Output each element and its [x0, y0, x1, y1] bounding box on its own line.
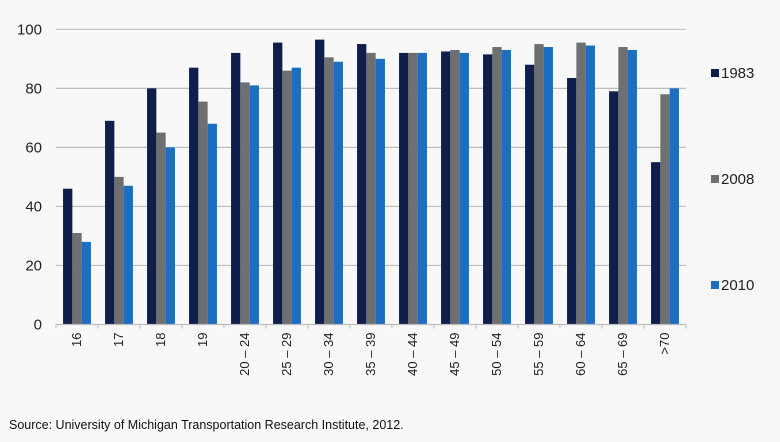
bar-2010-13 [627, 49, 637, 325]
x-tick-label: 17 [111, 333, 126, 347]
bar-2008-3 [198, 101, 208, 325]
bar-1983-6 [315, 39, 325, 325]
bar-1983-10 [483, 54, 493, 325]
bar-2010-14 [669, 88, 679, 325]
x-tick-label: 55 – 59 [531, 333, 546, 376]
legend-label-2010: 2010 [721, 277, 754, 294]
bar-1983-11 [525, 64, 535, 325]
bar-2008-1 [114, 176, 124, 325]
y-tick-label: 60 [25, 139, 42, 156]
bar-1983-4 [231, 52, 241, 325]
y-tick-label: 0 [34, 317, 42, 334]
bar-1983-1 [105, 120, 115, 325]
bar-2008-4 [240, 82, 250, 325]
bar-2010-7 [375, 58, 385, 325]
bar-2010-1 [123, 185, 133, 325]
x-tick-label: 25 – 29 [279, 333, 294, 376]
bar-2008-10 [492, 47, 502, 325]
x-tick-label: 45 – 49 [447, 333, 462, 376]
x-tick-label: 18 [153, 333, 168, 347]
legend: 1983 2008 2010 [711, 65, 754, 294]
bar-2008-5 [282, 70, 292, 325]
bar-2010-6 [333, 61, 343, 325]
bar-2008-2 [156, 132, 166, 325]
bar-1983-3 [189, 67, 199, 325]
bar-2010-9 [459, 52, 469, 325]
y-tick-label: 20 [25, 257, 42, 274]
bar-2008-9 [450, 49, 460, 325]
legend-swatch-1983 [711, 69, 719, 77]
bar-2010-2 [165, 147, 175, 325]
bar-1983-9 [441, 51, 451, 325]
x-axis [55, 323, 687, 329]
x-tick-label: 19 [195, 333, 210, 347]
x-axis-tick-labels: 16 17 18 19 20 – 24 25 – 29 30 – 34 35 – 39 40 –… [69, 333, 672, 376]
y-axis-tick-labels: 0 20 40 60 80 100 [17, 21, 42, 333]
bar-1983-0 [63, 188, 73, 325]
bar-2010-11 [543, 47, 553, 325]
legend-swatch-2010 [711, 281, 719, 289]
bar-2008-13 [618, 47, 628, 325]
bar-2008-6 [324, 57, 334, 325]
bar-1983-2 [147, 88, 157, 325]
x-tick-label: >70 [657, 333, 672, 355]
bar-2010-4 [249, 85, 259, 325]
bar-1983-12 [567, 78, 577, 325]
legend-label-1983: 1983 [721, 65, 754, 82]
bars [63, 39, 679, 325]
y-tick-label: 100 [17, 21, 42, 38]
x-tick-label: 30 – 34 [321, 333, 336, 376]
bar-2008-12 [576, 42, 586, 325]
bar-1983-14 [651, 162, 661, 325]
x-tick-label: 20 – 24 [237, 333, 252, 376]
bar-1983-8 [399, 52, 409, 325]
bar-2008-14 [660, 94, 670, 325]
y-tick-label: 40 [25, 198, 42, 215]
source-note: Source: University of Michigan Transport… [9, 418, 404, 432]
y-tick-label: 80 [25, 80, 42, 97]
bar-1983-13 [609, 91, 619, 325]
bar-2008-11 [534, 44, 544, 325]
legend-swatch-2008 [711, 175, 719, 183]
bar-2010-8 [417, 52, 427, 325]
bar-2010-12 [585, 45, 595, 325]
x-tick-label: 40 – 44 [405, 333, 420, 376]
x-tick-label: 35 – 39 [363, 333, 378, 376]
legend-label-2008: 2008 [721, 171, 754, 188]
bar-2008-0 [72, 232, 82, 325]
bar-1983-7 [357, 44, 367, 325]
x-tick-label: 50 – 54 [489, 333, 504, 376]
bar-2008-8 [408, 52, 418, 325]
bar-2010-5 [291, 67, 301, 325]
bar-2008-7 [366, 52, 376, 325]
x-tick-label: 60 – 64 [573, 333, 588, 376]
x-tick-label: 65 – 69 [615, 333, 630, 376]
bar-1983-5 [273, 42, 283, 325]
bar-2010-3 [207, 123, 217, 325]
bar-2010-10 [501, 49, 511, 325]
x-tick-label: 16 [69, 333, 84, 347]
bar-2010-0 [81, 241, 91, 325]
